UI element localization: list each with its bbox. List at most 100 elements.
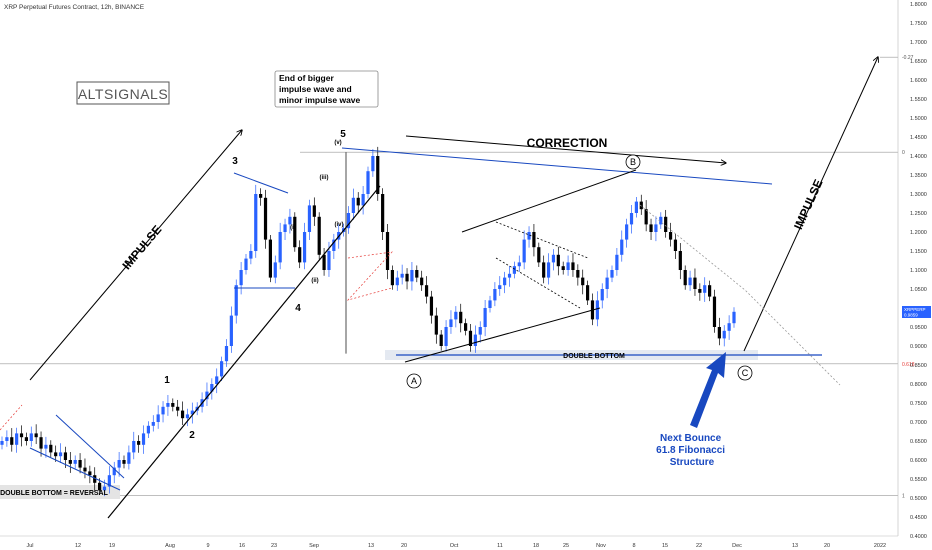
candle-body	[654, 224, 658, 232]
candle-body	[332, 239, 336, 251]
candle-body	[68, 460, 72, 464]
candle-body	[717, 327, 721, 339]
price-tick-label: 0.8500	[910, 363, 927, 369]
candle-body	[322, 254, 326, 270]
candle-body	[615, 254, 619, 270]
candle-body	[161, 406, 165, 415]
candle-body	[551, 254, 556, 263]
candle-body	[424, 285, 429, 297]
price-axis[interactable]: 0.4000 0.4500 0.5000 0.5500 0.6000 0.6500 0.70…	[897, 0, 927, 540]
candlestick-series	[0, 146, 736, 497]
candle-body	[327, 251, 331, 270]
candle-body	[464, 323, 468, 331]
candle-body	[405, 273, 409, 282]
candle-body	[44, 444, 48, 449]
price-tick-label: 1.8000	[910, 2, 927, 8]
candle-body	[137, 441, 141, 445]
candle-body	[625, 224, 629, 240]
candle-body	[78, 460, 82, 468]
wave3-top-line	[233, 172, 289, 194]
candle-body	[566, 262, 570, 270]
candle-body	[171, 403, 175, 407]
time-tick-label: 8	[632, 543, 635, 549]
correction-label: CORRECTION	[527, 136, 608, 150]
abc-upper-line	[461, 169, 637, 233]
left-wedge-line	[29, 447, 121, 491]
blue-arrow-icon	[690, 352, 726, 428]
price-tick-label: 1.7500	[910, 21, 927, 27]
candle-body	[410, 270, 414, 282]
price-tick-label: 1.3500	[910, 173, 927, 179]
fib-level-label: 0.618	[902, 362, 915, 368]
wave-1-label: 1	[164, 375, 170, 386]
candle-body	[576, 270, 580, 278]
price-tick-label: 1.5500	[910, 97, 927, 103]
wave-4-label: 4	[295, 303, 301, 314]
candle-body	[498, 285, 502, 289]
candle-body	[146, 425, 150, 434]
price-tag-value: 0.9859	[904, 313, 918, 318]
candle-body	[220, 361, 224, 377]
candle-body	[63, 452, 68, 460]
candle-body	[307, 205, 312, 232]
candle-body	[166, 403, 170, 407]
wave-5-label: 5	[340, 129, 346, 140]
time-tick-label: 20	[824, 543, 830, 549]
time-tick-label: 13	[792, 543, 798, 549]
price-tick-label: 1.2500	[910, 211, 927, 217]
blue-resistance-line	[341, 147, 773, 185]
projection-line	[639, 204, 841, 386]
price-tick-label: 1.6000	[910, 78, 927, 84]
fib-level-label: -0.27	[902, 55, 914, 61]
candle-body	[293, 216, 297, 248]
candle-body	[522, 239, 526, 263]
candle-body	[629, 213, 634, 225]
lower-channel-line	[107, 185, 381, 519]
wave-2-label: 2	[189, 430, 195, 441]
candle-body	[468, 330, 473, 346]
time-tick-label: Oct	[450, 543, 459, 549]
candle-body	[649, 224, 653, 232]
wave-labels: 1 2 3 4 5 (i) (ii) (iii) (iv) (v)	[164, 129, 346, 441]
candle-body	[444, 327, 448, 346]
candle-body	[634, 201, 638, 213]
candle-body	[5, 437, 9, 441]
end-of-impulse-text: End of bigger impulse wave and minor imp…	[279, 73, 361, 105]
time-tick-label: 22	[696, 543, 702, 549]
price-tick-label: 0.5000	[910, 496, 927, 502]
candle-body	[151, 422, 155, 426]
candle-body	[54, 452, 58, 457]
candle-body	[683, 270, 687, 286]
candle-body	[278, 232, 282, 263]
candle-body	[317, 216, 321, 255]
candle-body	[263, 197, 268, 240]
candle-body	[239, 270, 243, 286]
candle-body	[571, 262, 575, 270]
candle-body	[454, 311, 458, 320]
double-bottom-reversal-label: DOUBLE BOTTOM = REVERSAL	[0, 490, 109, 497]
candle-body	[381, 194, 385, 232]
candle-body	[586, 285, 590, 301]
candle-body	[493, 289, 497, 301]
price-tick-label: 0.7000	[910, 420, 927, 426]
candle-body	[610, 270, 614, 278]
candle-body	[29, 433, 33, 441]
price-tick-label: 0.4000	[910, 534, 927, 540]
candle-body	[532, 232, 536, 248]
candle-body	[722, 330, 726, 339]
candle-body	[88, 471, 92, 476]
candle-body	[366, 171, 370, 194]
price-tick-label: 1.3000	[910, 192, 927, 198]
time-tick-label: 9	[206, 543, 209, 549]
candle-body	[605, 277, 609, 289]
price-tick-label: 1.0500	[910, 287, 927, 293]
time-tick-label: Nov	[596, 543, 606, 549]
candle-body	[39, 437, 43, 449]
current-price-tag: XRPPERP 0.9859	[902, 306, 931, 318]
abc-labels: A B C	[406, 154, 753, 389]
candle-body	[644, 209, 648, 225]
candle-body	[376, 156, 380, 194]
price-tag-symbol: XRPPERP	[904, 307, 926, 312]
price-tick-label: 1.4000	[910, 154, 927, 160]
time-axis[interactable]: Jul 12 19 Aug 9 16 23 Sep 13 20 Oct 11 18 25 Nov 8 15 22 D…	[0, 535, 898, 549]
